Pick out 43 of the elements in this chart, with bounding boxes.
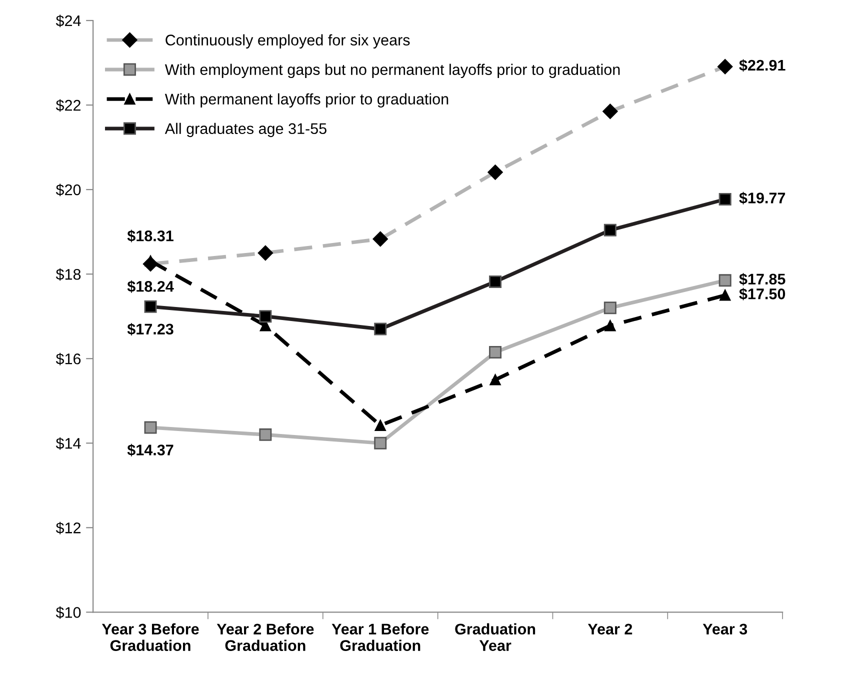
point: [489, 275, 502, 288]
point: [489, 346, 502, 359]
data-label: $17.23: [127, 323, 174, 336]
data-label: $22.91: [739, 59, 786, 72]
y-tick-label: $10: [56, 606, 81, 619]
legend-label: With permanent layoffs prior to graduation: [164, 93, 448, 108]
y-tick-label: $20: [56, 184, 81, 196]
x-tick-label: Graduation Year: [455, 623, 536, 651]
point: [374, 420, 386, 431]
point: [718, 274, 732, 287]
data-label: $17.50: [739, 288, 786, 300]
point: [490, 374, 501, 386]
point: [604, 320, 616, 332]
point: [259, 428, 272, 441]
data-label: $19.77: [739, 192, 786, 204]
point: [144, 255, 156, 267]
y-tick-label: $12: [56, 522, 80, 534]
x-tick-label: Year 3 Before Graduation: [102, 623, 199, 651]
legend-label: All graduates age 31-55: [164, 122, 326, 138]
point: [374, 322, 387, 336]
data-label: $18.24: [127, 280, 174, 293]
point: [718, 193, 732, 206]
point: [259, 310, 272, 323]
x-tick-label: Year 2: [588, 624, 632, 635]
x-tick-label: Year 1 Before Graduation: [332, 623, 429, 651]
legend-label: Continuously employed for six years: [166, 34, 410, 49]
y-tick-label: $22: [56, 99, 80, 112]
data-label: $17.85: [739, 273, 786, 286]
x-tick-label: Year 2 Before Graduation: [216, 623, 314, 651]
y-tick-label: $14: [56, 437, 81, 450]
data-label: $14.37: [127, 444, 174, 456]
x-tick-label: Year 3: [702, 624, 748, 635]
point: [144, 300, 157, 313]
point: [144, 421, 157, 434]
y-tick-label: $24: [56, 14, 81, 28]
data-label: $18.31: [127, 230, 174, 242]
legend-label: With employment gaps but no permanent layoffs prior to graduation: [164, 64, 620, 78]
point: [604, 302, 616, 314]
y-tick-label: $18: [56, 268, 81, 281]
point: [374, 436, 387, 450]
y-tick-label: $16: [56, 352, 81, 366]
point: [720, 290, 731, 301]
point: [604, 224, 616, 236]
